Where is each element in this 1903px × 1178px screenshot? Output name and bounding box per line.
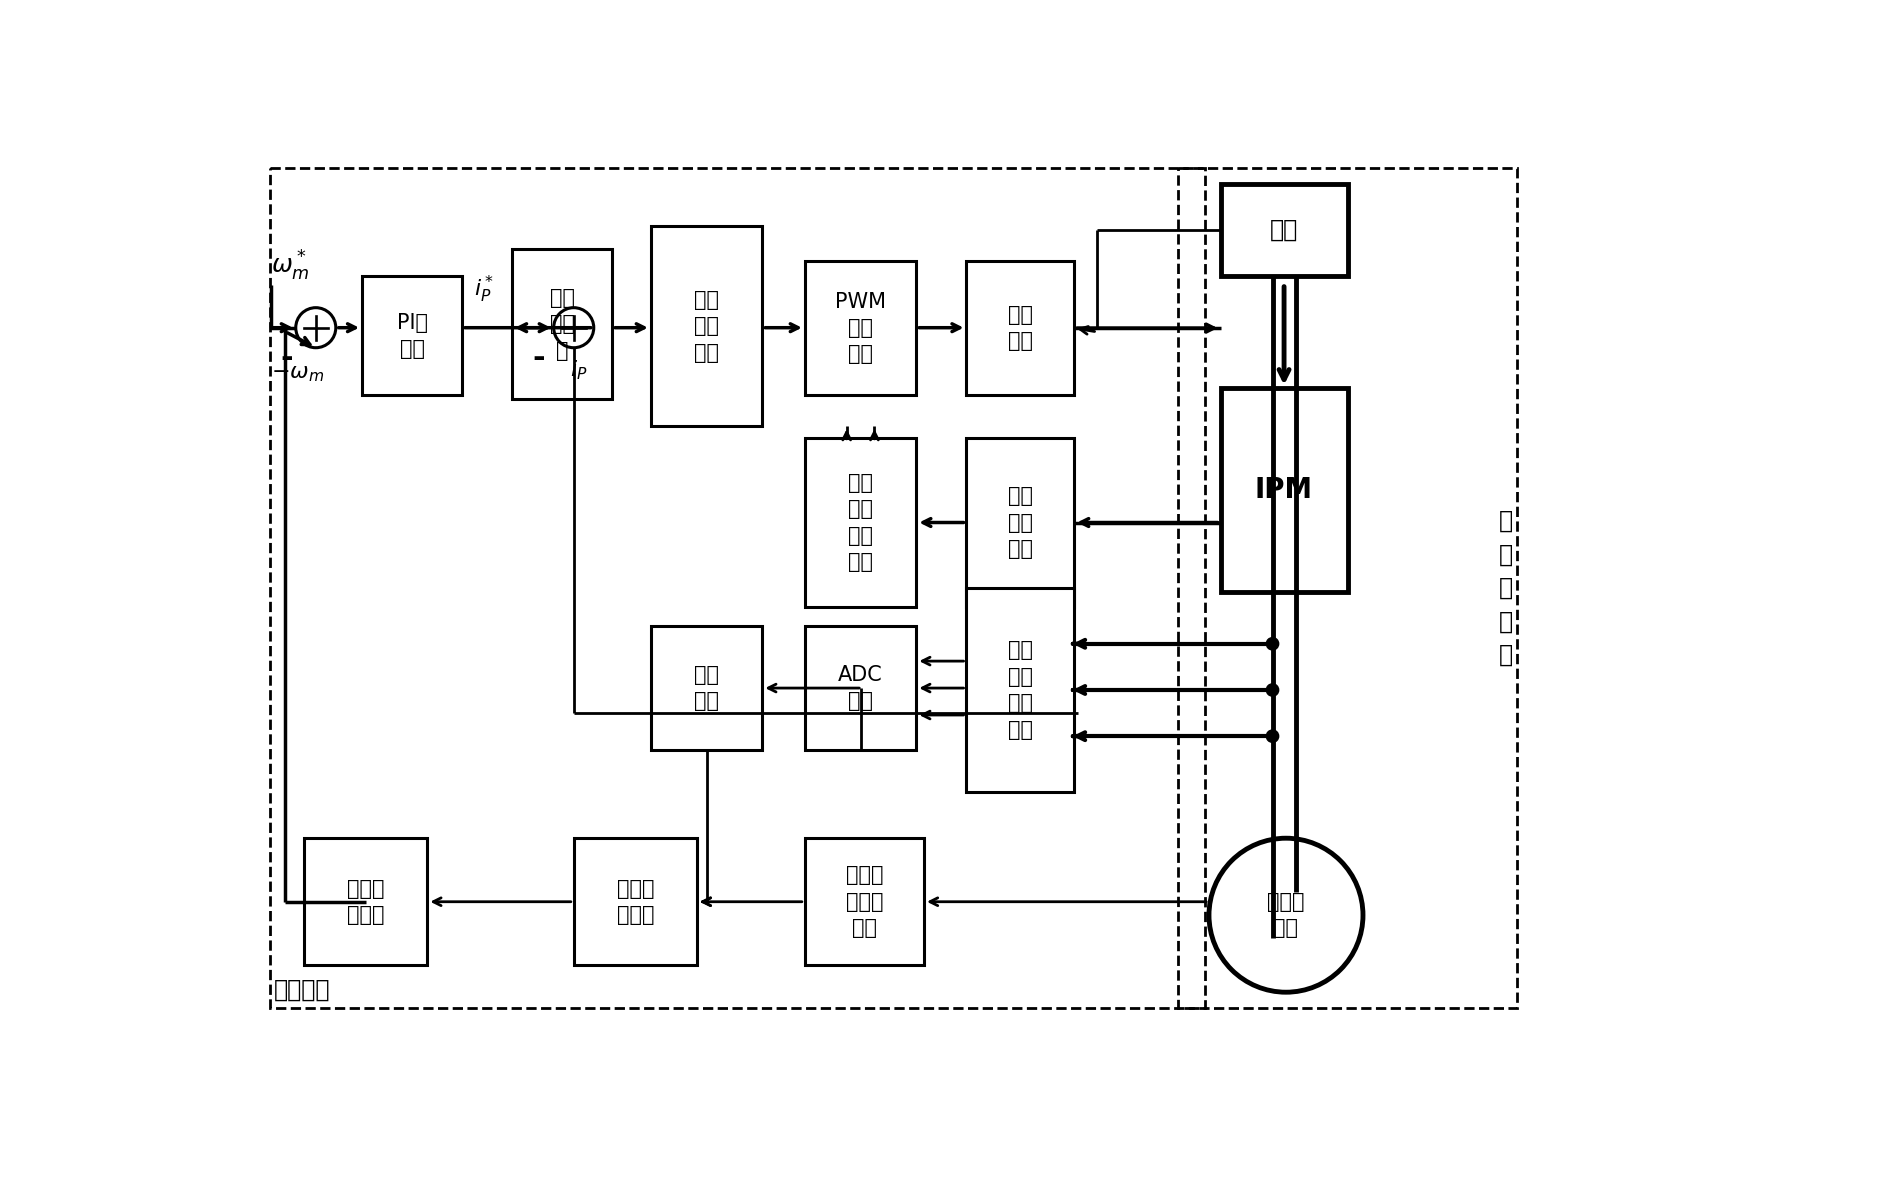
Text: PWM
控制
电路: PWM 控制 电路 [835,292,887,364]
Text: 逻辑
控制
电路: 逻辑 控制 电路 [695,290,719,363]
Text: IPM: IPM [1254,476,1313,504]
Text: 三相
电流
采样
电路: 三相 电流 采样 电路 [1009,641,1033,740]
Text: 滞环
比较
器: 滞环 比较 器 [550,287,575,360]
Text: ADC
模块: ADC 模块 [837,664,883,712]
Text: 隔离
电路: 隔离 电路 [1009,305,1033,351]
Bar [270,168,1205,1007]
Text: 控制电路: 控制电路 [274,978,329,1001]
Bar [805,839,925,965]
Bar [967,260,1073,396]
Bar [1178,168,1517,1007]
Text: 双凸极
电机: 双凸极 电机 [1267,892,1305,939]
Text: $-\omega_m$: $-\omega_m$ [270,364,324,384]
Text: -: - [533,344,546,373]
Text: 过流
过压
保护
电路: 过流 过压 保护 电路 [849,472,873,573]
Text: $i_P^*$: $i_P^*$ [474,273,493,305]
Text: 转速计
算电路: 转速计 算电路 [346,879,384,925]
Bar [651,226,763,426]
Circle shape [1265,730,1279,742]
Text: 电源: 电源 [1269,218,1298,241]
Bar [512,250,613,399]
Bar [304,839,428,965]
Bar [1220,388,1347,591]
Bar [573,839,696,965]
Bar [967,438,1073,607]
Text: 捕获
单元: 捕获 单元 [695,664,719,712]
Bar [651,627,763,749]
Text: PI调
节器: PI调 节器 [396,312,428,359]
Bar [805,438,917,607]
Text: 位置检
测电路: 位置检 测电路 [617,879,655,925]
Text: 故障
检测
电路: 故障 检测 电路 [1009,487,1033,558]
Text: $\omega_m^*$: $\omega_m^*$ [270,249,310,283]
Text: 主
功
率
电
路: 主 功 率 电 路 [1498,509,1513,667]
Bar [805,627,917,749]
Circle shape [1265,637,1279,650]
Bar [805,260,917,396]
Circle shape [1265,683,1279,696]
Text: $i_P$: $i_P$ [569,358,588,382]
Bar [967,588,1073,792]
Bar [1220,184,1347,276]
Text: -: - [280,344,293,373]
Text: 励磁电
流采样
电路: 励磁电 流采样 电路 [845,866,883,938]
Bar [362,276,462,396]
